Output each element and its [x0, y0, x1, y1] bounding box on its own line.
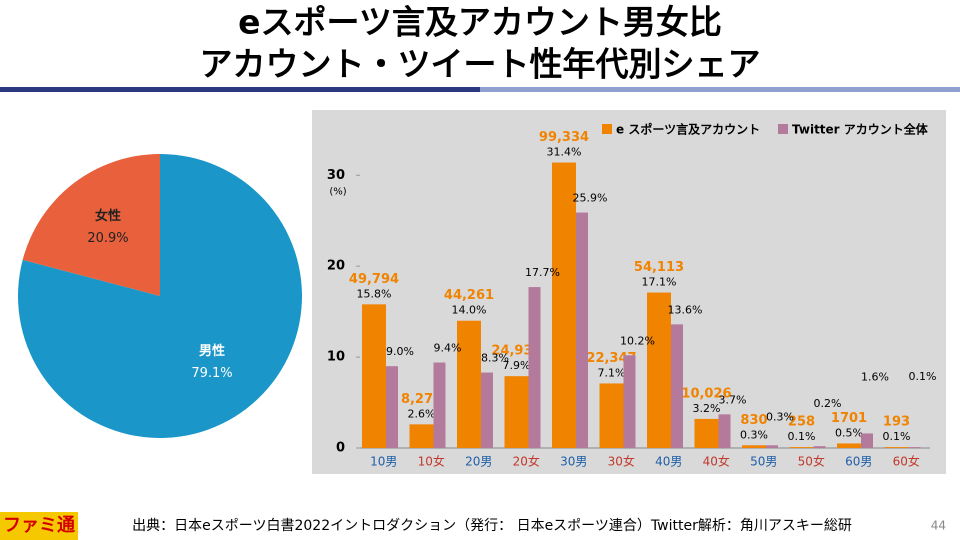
bar — [457, 320, 481, 448]
title-line: アカウント・ツイート性年代別シェア — [200, 45, 761, 84]
legend-label: Twitter アカウント全体 — [792, 122, 929, 137]
bar-count: 1701 — [831, 411, 867, 426]
bar-value: 3.7% — [719, 393, 747, 406]
bar — [837, 443, 861, 448]
slice-label: 女性 — [95, 208, 121, 224]
bar-value: 0.2% — [814, 397, 842, 410]
bar — [552, 162, 576, 448]
slice-label: 男性 — [199, 343, 225, 359]
x-tick-label: 10女 — [418, 454, 445, 469]
bar-value: 14.0% — [452, 304, 487, 317]
bar-count: 258 — [788, 415, 815, 430]
x-tick-label: 40女 — [703, 454, 730, 469]
bar-value: 7.1% — [598, 366, 626, 379]
bar — [481, 372, 493, 448]
bar-value: 17.1% — [642, 276, 677, 289]
x-tick-label: 60女 — [893, 454, 920, 469]
bar — [599, 383, 624, 448]
slice-value: 20.9% — [87, 231, 128, 246]
bar — [671, 324, 683, 448]
bar-value: 0.3% — [766, 410, 794, 423]
bar — [528, 287, 541, 448]
page-number: 44 — [931, 519, 946, 533]
bar-value: 17.7% — [525, 266, 560, 279]
bar — [433, 362, 446, 448]
bar — [813, 446, 826, 448]
logo-bg — [0, 512, 78, 540]
bar-value: 9.4% — [434, 342, 462, 355]
x-tick-label: 50男 — [750, 455, 777, 469]
bar — [742, 445, 766, 448]
y-unit: (%) — [329, 186, 346, 197]
bar-value: 10.2% — [620, 334, 655, 347]
pie-slice — [22, 154, 160, 296]
bar-value: 13.6% — [668, 303, 703, 316]
bar-count: 830 — [740, 413, 767, 428]
logo: ファミ通 — [3, 515, 75, 536]
y-tick-label: 10 — [327, 350, 345, 365]
y-tick-label: 30 — [327, 168, 345, 183]
legend-swatch — [778, 124, 788, 134]
bar — [694, 418, 719, 448]
bar-value: 31.4% — [547, 146, 582, 159]
bar — [576, 212, 588, 448]
bar-count: 193 — [883, 415, 910, 430]
y-tick-label: 0 — [336, 441, 345, 456]
bar — [884, 447, 909, 448]
bar-value: 15.8% — [357, 287, 392, 300]
legend-label: e スポーツ言及アカウント — [616, 122, 760, 137]
y-tick-label: 20 — [327, 259, 345, 274]
bar — [386, 366, 398, 448]
bar — [647, 292, 671, 448]
bar-value: 9.0% — [386, 345, 414, 358]
bar-count: 10,026 — [681, 386, 731, 401]
bar-value: 0.1% — [883, 430, 911, 443]
bar — [766, 445, 778, 448]
bar-count: 8,273 — [401, 392, 442, 407]
bar-value: 7.9% — [503, 359, 531, 372]
bar-count: 49,794 — [349, 272, 399, 287]
bar — [789, 447, 814, 448]
title-line: eスポーツ言及アカウント男女比 — [238, 3, 722, 42]
bar-value: 1.6% — [861, 370, 889, 383]
x-tick-label: 30男 — [560, 455, 587, 469]
bar-value: 3.2% — [693, 402, 721, 415]
bar — [362, 304, 386, 448]
bar-count: 44,261 — [444, 288, 494, 303]
bar — [504, 376, 529, 448]
bar — [718, 414, 731, 448]
bar-value: 8.3% — [481, 352, 509, 365]
legend-swatch — [602, 124, 612, 134]
x-tick-label: 20男 — [465, 455, 492, 469]
bar — [908, 447, 921, 448]
header-rule — [0, 87, 480, 92]
bar-value: 2.6% — [408, 407, 436, 420]
x-tick-label: 20女 — [513, 454, 540, 469]
x-tick-label: 50女 — [798, 454, 825, 469]
x-tick-label: 60男 — [845, 455, 872, 469]
bar-value: 0.1% — [788, 430, 816, 443]
pie-slice — [17, 154, 303, 438]
bar-value: 0.5% — [835, 426, 863, 439]
bar — [409, 424, 434, 448]
bar-value: 0.3% — [740, 428, 768, 441]
bar-value: 0.1% — [909, 370, 937, 383]
source-note: 出典：日本eスポーツ白書2022イントロダクション（発行： 日本eスポーツ連合）… — [132, 518, 852, 534]
bar-count: 54,113 — [634, 260, 684, 275]
bar — [861, 433, 873, 448]
x-tick-label: 10男 — [370, 455, 397, 469]
bar-count: 99,334 — [539, 130, 589, 145]
slice-value: 79.1% — [191, 366, 232, 381]
x-tick-label: 30女 — [608, 454, 635, 469]
bar — [623, 355, 636, 448]
x-tick-label: 40男 — [655, 455, 682, 469]
header-rule — [480, 87, 960, 92]
bar-value: 25.9% — [573, 192, 608, 205]
